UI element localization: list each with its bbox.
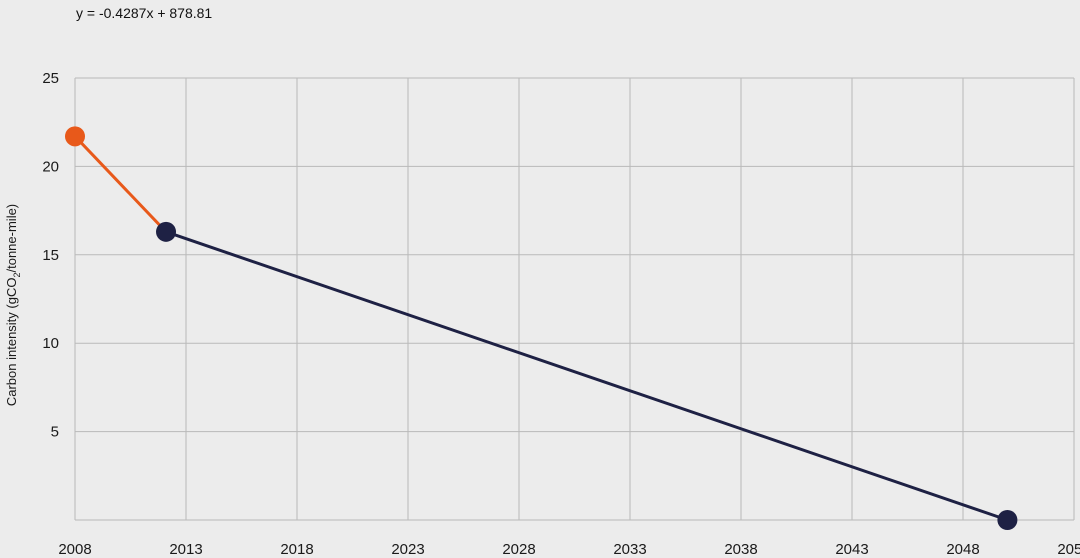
x-tick-label: 2038: [724, 541, 757, 558]
data-point: [997, 510, 1018, 530]
y-tick-label: 20: [42, 158, 59, 175]
series-line-1: [165, 230, 1008, 522]
x-tick-label: 2028: [502, 541, 535, 558]
data-point: [65, 126, 85, 147]
data-point: [156, 221, 177, 242]
x-tick-label: 2013: [169, 541, 202, 558]
y-tick-label: 10: [42, 335, 59, 352]
x-tick-label: 2048: [946, 541, 979, 558]
y-axis-ticks: 5 10 15 20 25: [42, 70, 59, 441]
x-tick-label: 2018: [280, 541, 313, 558]
y-tick-label: 15: [42, 247, 59, 264]
grid: [74, 77, 1075, 521]
y-axis-label: Carbon intensity (gCO2/tonne-mile): [4, 204, 22, 406]
x-tick-label: 2053: [1057, 541, 1080, 558]
series-lines: [73, 135, 1008, 522]
series-line-0: [73, 135, 168, 233]
x-axis-ticks: 2008 2013 2018 2023 2028 2033 2038 2043 2048 2053: [58, 541, 1080, 558]
x-tick-label: 2023: [391, 541, 424, 558]
x-tick-label: 2043: [835, 541, 868, 558]
x-tick-label: 2008: [58, 541, 91, 558]
regression-equation: y = -0.4287x + 878.81: [76, 5, 212, 21]
data-points: [65, 126, 1018, 530]
y-tick-label: 5: [51, 424, 59, 441]
x-tick-label: 2033: [613, 541, 646, 558]
y-tick-label: 25: [42, 70, 59, 87]
